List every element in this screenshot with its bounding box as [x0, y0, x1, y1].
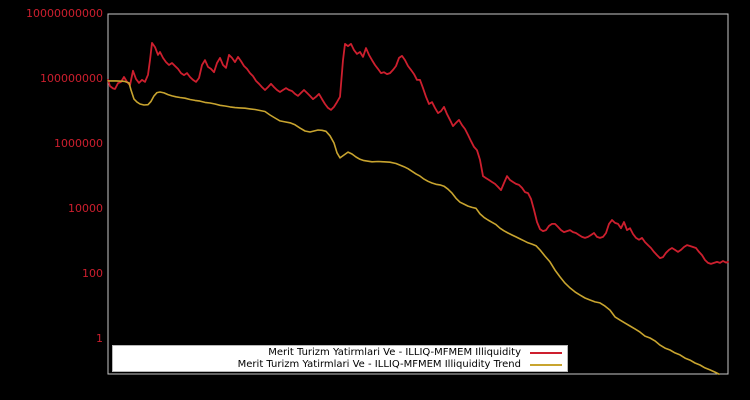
y-tick-label: 1000000	[54, 137, 103, 150]
legend-line-sample-yellow	[530, 364, 562, 366]
legend-line-sample-red	[530, 352, 562, 354]
y-tick-label: 100000000	[40, 72, 103, 85]
legend-label-illiquidity: Merit Turizm Yatirmlari Ve - ILLIQ-MFMEM…	[268, 347, 521, 358]
y-tick-label: 10000000000	[26, 7, 103, 20]
legend-entry-illiquidity: Merit Turizm Yatirmlari Ve - ILLIQ-MFMEM…	[117, 347, 562, 359]
legend: Merit Turizm Yatirmlari Ve - ILLIQ-MFMEM…	[112, 345, 568, 372]
y-tick-label: 100	[82, 267, 103, 280]
plot-border	[107, 13, 729, 375]
legend-label-illiquidity-trend: Merit Turizm Yatirmlari Ve - ILLIQ-MFMEM…	[237, 359, 521, 370]
illiquidity-line	[107, 42, 729, 265]
illiquidity-trend-line	[107, 80, 720, 375]
y-tick-label: 1	[96, 332, 103, 345]
y-tick-label: 10000	[68, 202, 103, 215]
legend-entry-illiquidity-trend: Merit Turizm Yatirmlari Ve - ILLIQ-MFMEM…	[117, 359, 562, 371]
